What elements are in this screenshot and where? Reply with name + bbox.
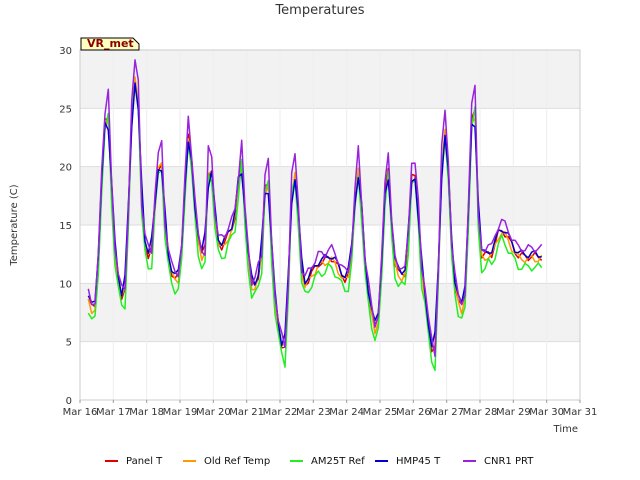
x-axis-label: Time [553,424,578,435]
band [80,283,580,342]
x-tick-label: Mar 28 [463,407,498,418]
y-tick-label: 5 [66,338,72,349]
x-tick-label: Mar 26 [396,407,431,418]
x-tick-label: Mar 22 [263,407,298,418]
x-tick-label: Mar 31 [563,407,598,418]
legend-label: AM25T Ref [311,456,365,467]
y-tick-label: 0 [66,396,72,407]
band [80,108,580,167]
x-tick-label: Mar 24 [329,407,364,418]
y-tick-label: 25 [59,104,72,115]
legend-label: Panel T [126,456,163,467]
y-tick-label: 10 [59,279,72,290]
x-tick-label: Mar 29 [496,407,531,418]
x-tick-label: Mar 30 [529,407,564,418]
series-line [87,59,543,358]
x-tick-label: Mar 19 [163,407,198,418]
x-tick-label: Mar 20 [196,407,231,418]
site-badge-box [80,37,140,51]
y-tick-label: 30 [59,46,72,57]
y-tick-label: 15 [59,221,72,232]
site-badge-label: VR_met [87,37,134,50]
x-tick-label: Mar 17 [96,407,131,418]
legend-label: Old Ref Temp [204,456,270,467]
x-tick-label: Mar 25 [363,407,398,418]
chart-title: Temperatures [274,3,364,18]
x-tick-label: Mar 18 [129,407,164,418]
x-tick-label: Mar 23 [296,407,331,418]
series-lines [87,59,543,372]
legend-label: CNR1 PRT [484,456,534,467]
legend: Panel T Old Ref Temp AM25T Ref HMP45 T CNR1 … [105,456,534,467]
band [80,341,580,400]
band [80,50,580,109]
plot-frame [79,49,581,401]
legend-label: HMP45 T [396,456,441,467]
y-axis-ticks: 0 5 10 15 20 25 30 [59,46,72,407]
x-tick-label: Mar 27 [429,407,464,418]
y-axis-label: Temperature (C) [9,184,20,266]
y-tick-label: 20 [59,163,72,174]
x-tick-label: Mar 21 [229,407,264,418]
x-tick-label: Mar 16 [63,407,98,418]
background-bands [80,50,580,400]
site-badge: VR_met [80,37,140,51]
